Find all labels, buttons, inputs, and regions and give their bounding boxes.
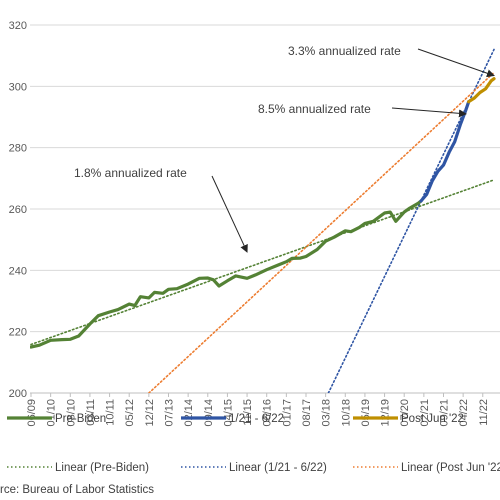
x-tick-label: 06/09 <box>26 399 38 427</box>
annotation-arrow <box>391 107 467 118</box>
series-line-pre-biden <box>30 199 423 349</box>
annotation-label: 8.5% annualized rate <box>258 102 371 116</box>
x-tick-label: 01/10 <box>46 399 58 427</box>
x-tick-label: 12/12 <box>144 399 156 427</box>
x-tick-label: 02/21 <box>419 399 431 427</box>
x-tick-label: 04/15 <box>222 399 234 427</box>
annotation-label: 3.3% annualized rate <box>288 44 401 58</box>
series-line-post-jun-22 <box>467 77 496 104</box>
x-tick-label: 01/17 <box>281 399 293 427</box>
x-tick-label: 05/19 <box>360 399 372 427</box>
x-tick-label: 09/14 <box>203 399 215 427</box>
y-tick-label: 220 <box>9 327 27 339</box>
source-note: rce: Bureau of Labor Statistics <box>0 484 155 496</box>
legend-label-1-21-6-22: 1/21 - 6/22 <box>229 413 284 425</box>
x-tick-label: 03/11 <box>85 399 97 426</box>
x-tick-label: 03/18 <box>321 399 333 427</box>
y-tick-label: 200 <box>9 388 27 400</box>
x-tick-label: 04/22 <box>458 399 470 427</box>
annotation-arrow <box>211 175 248 253</box>
x-tick-label: 08/10 <box>65 399 77 427</box>
y-tick-label: 320 <box>9 20 27 32</box>
legend-label-linear-pre-biden: Linear (Pre-Biden) <box>55 462 149 474</box>
x-tick-label: 10/18 <box>340 399 352 427</box>
x-tick-label: 09/21 <box>438 399 450 427</box>
x-tick-label: 07/20 <box>399 399 411 427</box>
y-axis-ticks: 200 220 240 260 280 300 320 <box>9 20 27 400</box>
legend-label-linear-1-21-6-22: Linear (1/21 - 6/22) <box>229 462 327 474</box>
y-tick-label: 280 <box>9 143 27 155</box>
legend-label-linear-post-jun-22: Linear (Post Jun '22) <box>401 462 500 474</box>
annotation-label: 1.8% annualized rate <box>74 166 187 180</box>
x-tick-label: 10/11 <box>105 399 117 426</box>
series-line-linear-post-jun-22 <box>148 71 495 393</box>
legend-label-pre-biden: Pre-Biden <box>55 413 106 425</box>
legend-label-post-jun-22: Post Jun '22 <box>401 413 464 425</box>
y-tick-label: 240 <box>9 265 27 277</box>
y-tick-label: 260 <box>9 204 27 216</box>
x-tick-label: 08/17 <box>301 399 313 427</box>
gridlines <box>30 24 500 394</box>
x-tick-label: 11/22 <box>478 399 490 426</box>
series-line-linear-pre-biden <box>30 179 495 346</box>
x-tick-label: 11/15 <box>242 399 254 426</box>
x-tick-label: 07/13 <box>163 399 175 427</box>
x-tick-label: 05/12 <box>124 399 136 427</box>
annotation-arrow <box>417 48 495 78</box>
y-tick-label: 300 <box>9 81 27 93</box>
x-tick-label: 06/16 <box>262 399 274 427</box>
series-lines <box>30 48 496 393</box>
x-axis: 06/09 01/10 08/10 03/11 10/11 05/12 12/12 07/13… <box>26 393 490 427</box>
x-tick-label: 02/14 <box>183 399 195 427</box>
legend: Pre-Biden 1/21 - 6/22 Post Jun '22 Linear (… <box>7 413 500 474</box>
x-tick-label: 12/19 <box>380 399 392 427</box>
annotations: 3.3% annualized rate 8.5% annualized rate… <box>74 44 495 253</box>
